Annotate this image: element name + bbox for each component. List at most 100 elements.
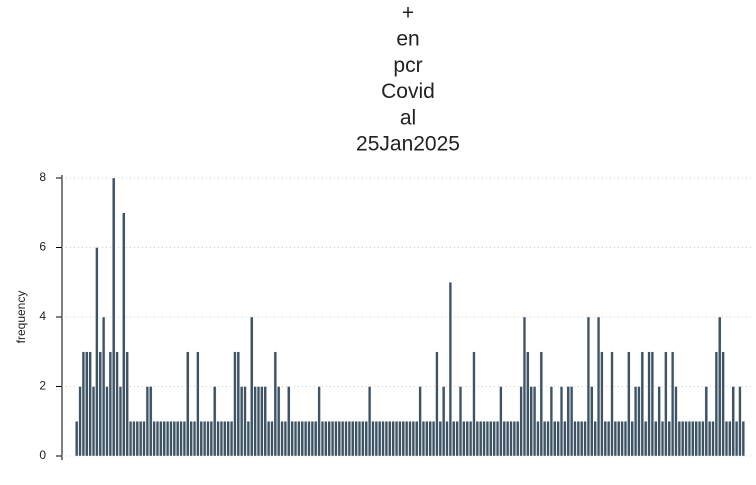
bar <box>118 386 123 457</box>
bar <box>532 386 537 457</box>
bar <box>630 421 634 457</box>
bar <box>408 421 412 457</box>
bar <box>647 351 651 457</box>
bar <box>708 421 712 457</box>
bar <box>681 421 685 457</box>
bar <box>543 421 547 457</box>
bar <box>213 386 217 457</box>
bar <box>458 386 463 457</box>
bar <box>374 421 378 457</box>
bar <box>155 421 160 457</box>
bar <box>391 421 395 457</box>
bar <box>640 351 644 457</box>
bar <box>448 282 453 457</box>
bar <box>687 421 692 457</box>
bar <box>81 351 86 457</box>
bar <box>236 351 240 457</box>
bar <box>253 386 257 457</box>
bar <box>431 421 436 457</box>
bar <box>421 421 426 457</box>
bar <box>734 421 739 457</box>
bar <box>526 351 530 457</box>
bar <box>394 421 399 457</box>
bar <box>341 421 345 457</box>
bar <box>327 421 331 457</box>
bar <box>509 421 513 457</box>
bar <box>425 421 429 457</box>
bar <box>590 386 594 457</box>
bar <box>125 351 129 457</box>
bar <box>172 421 176 457</box>
bar <box>263 386 267 457</box>
bar <box>149 386 153 457</box>
bar <box>489 421 493 457</box>
bar <box>233 351 237 457</box>
bar <box>135 421 139 457</box>
bar <box>223 421 227 457</box>
bar <box>139 421 143 457</box>
bar <box>169 421 173 457</box>
bar <box>596 316 601 457</box>
bar <box>91 386 96 457</box>
bar <box>506 421 510 457</box>
bar <box>128 421 133 457</box>
bar <box>78 386 82 457</box>
bar <box>442 386 446 457</box>
bar <box>405 421 409 457</box>
bar <box>418 386 422 457</box>
bar <box>277 386 281 457</box>
bar <box>226 421 230 457</box>
bar <box>142 421 146 457</box>
bar <box>704 386 708 457</box>
bar <box>617 421 621 457</box>
bar <box>371 421 375 457</box>
bar <box>388 421 392 457</box>
bar <box>293 421 298 457</box>
bar <box>472 351 476 457</box>
bar <box>452 421 456 457</box>
bar <box>516 421 520 457</box>
bar <box>559 386 564 457</box>
bar <box>186 351 190 457</box>
y-tick-label: 2 <box>39 379 46 393</box>
bar <box>320 421 325 457</box>
bar <box>334 421 338 457</box>
bar <box>317 386 321 457</box>
bar <box>216 421 220 457</box>
bar <box>627 351 631 457</box>
bar <box>250 316 254 457</box>
bar <box>240 386 244 457</box>
y-tick-label: 0 <box>39 448 46 462</box>
bar <box>667 421 671 457</box>
bar <box>199 421 203 457</box>
bar <box>536 421 540 457</box>
bar <box>664 351 668 457</box>
bar <box>300 421 304 457</box>
bar <box>549 386 554 457</box>
bar <box>610 351 614 457</box>
bar <box>330 421 335 457</box>
bar <box>115 351 119 457</box>
bar <box>401 421 405 457</box>
bar <box>85 351 89 457</box>
chart-title: pcr <box>393 54 422 77</box>
chart-title: al <box>400 106 416 129</box>
bar <box>502 421 506 457</box>
bar <box>650 351 655 457</box>
bar <box>361 421 365 457</box>
bar <box>462 421 466 457</box>
bar <box>569 386 574 457</box>
bar <box>307 421 311 457</box>
bar <box>600 351 604 457</box>
y-tick-label: 4 <box>39 309 46 323</box>
bar <box>283 421 288 457</box>
bar <box>415 421 419 457</box>
bar <box>623 421 628 457</box>
bar <box>741 421 745 457</box>
bar <box>586 316 591 457</box>
bar <box>260 386 264 457</box>
bar <box>337 421 341 457</box>
bar <box>633 386 638 457</box>
bar <box>381 421 385 457</box>
